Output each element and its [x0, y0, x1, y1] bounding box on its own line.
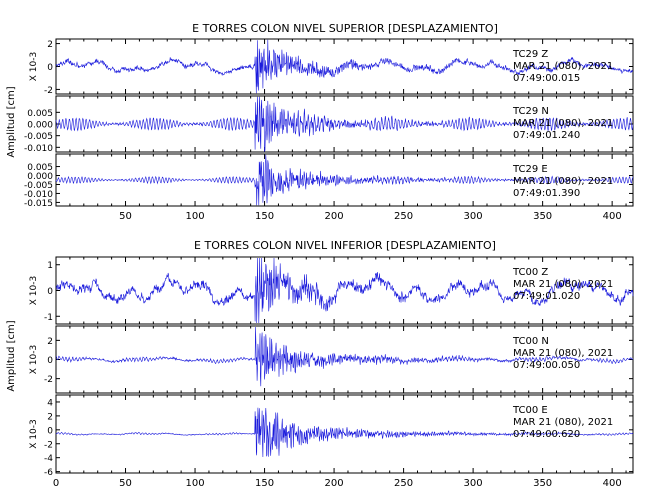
x-tick-label: 400 — [603, 211, 622, 222]
y-tick-label: 2 — [47, 412, 53, 422]
lower-ylabel: Amplitud [cm] — [6, 320, 17, 391]
x-tick-label: 350 — [533, 211, 552, 222]
scale-label: X 10-3 — [29, 52, 39, 81]
y-tick-label: 0.000 — [27, 172, 53, 182]
y-tick-label: 0 — [47, 426, 53, 436]
y-tick-label: -2 — [44, 86, 53, 96]
date-label: MAR 21 (080), 2021 — [513, 417, 613, 428]
time-label: 07:49:01.240 — [513, 130, 580, 141]
date-label: MAR 21 (080), 2021 — [513, 118, 613, 129]
y-tick-label: -0.005 — [24, 132, 53, 142]
station-label: TC00 N — [512, 336, 549, 347]
date-label: MAR 21 (080), 2021 — [513, 176, 613, 187]
scale-label: X 10-3 — [29, 276, 39, 305]
upper-ylabel: Amplitud [cm] — [6, 86, 17, 157]
panel-frame — [55, 394, 634, 474]
x-tick-label: 50 — [119, 211, 132, 222]
x-tick-label: 300 — [464, 478, 483, 489]
x-tick-label: 150 — [255, 211, 274, 222]
time-label: 07:49:00.015 — [513, 73, 580, 84]
y-tick-label: 0 — [47, 63, 53, 73]
x-tick-label: 150 — [255, 478, 274, 489]
x-tick-label: 300 — [464, 211, 483, 222]
x-tick-label: 200 — [325, 478, 344, 489]
y-tick-label: -4 — [44, 454, 53, 464]
time-label: 07:49:00.620 — [513, 429, 580, 440]
y-tick-label: 0 — [47, 356, 53, 366]
y-tick-label: 0.005 — [27, 163, 53, 173]
station-label: TC29 E — [512, 164, 548, 175]
x-tick-label: 200 — [325, 211, 344, 222]
waveform-trace — [55, 326, 634, 387]
waveform-trace — [55, 257, 634, 324]
y-tick-label: 1 — [47, 261, 53, 271]
y-tick-label: 0.000 — [27, 121, 53, 131]
lower-title: E TORRES COLON NIVEL INFERIOR [DESPLAZAM… — [194, 239, 496, 252]
y-tick-label: 4 — [47, 398, 53, 408]
x-tick-label: 100 — [185, 211, 204, 222]
scale-label: X 10-3 — [29, 419, 39, 448]
time-label: 07:49:01.390 — [513, 188, 580, 199]
y-tick-label: -1 — [44, 313, 53, 323]
x-tick-label: 250 — [394, 211, 413, 222]
time-label: 07:49:01.020 — [513, 291, 580, 302]
y-tick-label: -2 — [44, 440, 53, 450]
y-tick-label: 0.005 — [27, 109, 53, 119]
y-tick-label: 2 — [47, 337, 53, 347]
scale-label: X 10-3 — [29, 345, 39, 374]
waveform-trace — [55, 407, 634, 458]
y-tick-label: 2 — [47, 40, 53, 50]
date-label: MAR 21 (080), 2021 — [513, 61, 613, 72]
y-tick-label: -0.010 — [24, 190, 53, 200]
station-label: TC00 Z — [512, 267, 548, 278]
date-label: MAR 21 (080), 2021 — [513, 279, 613, 290]
station-label: TC29 Z — [512, 49, 548, 60]
y-tick-label: -0.010 — [24, 144, 53, 154]
time-label: 07:49:00.050 — [513, 360, 580, 371]
waveform-trace — [55, 96, 634, 153]
station-label: TC29 N — [512, 106, 549, 117]
x-tick-label: 350 — [533, 478, 552, 489]
y-tick-label: 0 — [47, 287, 53, 297]
upper-title: E TORRES COLON NIVEL SUPERIOR [DESPLAZAM… — [192, 22, 498, 35]
waveform-trace — [55, 154, 634, 206]
station-label: TC00 E — [512, 405, 548, 416]
y-tick-label: -0.005 — [24, 181, 53, 191]
date-label: MAR 21 (080), 2021 — [513, 348, 613, 359]
x-tick-label: 100 — [185, 478, 204, 489]
y-tick-label: -2 — [44, 375, 53, 385]
x-tick-label: 0 — [53, 478, 59, 489]
x-tick-label: 250 — [394, 478, 413, 489]
x-tick-label: 400 — [603, 478, 622, 489]
x-tick-label: 50 — [119, 478, 132, 489]
y-tick-label: -6 — [44, 468, 53, 478]
y-tick-label: -0.015 — [24, 199, 53, 209]
waveform-trace — [55, 39, 634, 94]
